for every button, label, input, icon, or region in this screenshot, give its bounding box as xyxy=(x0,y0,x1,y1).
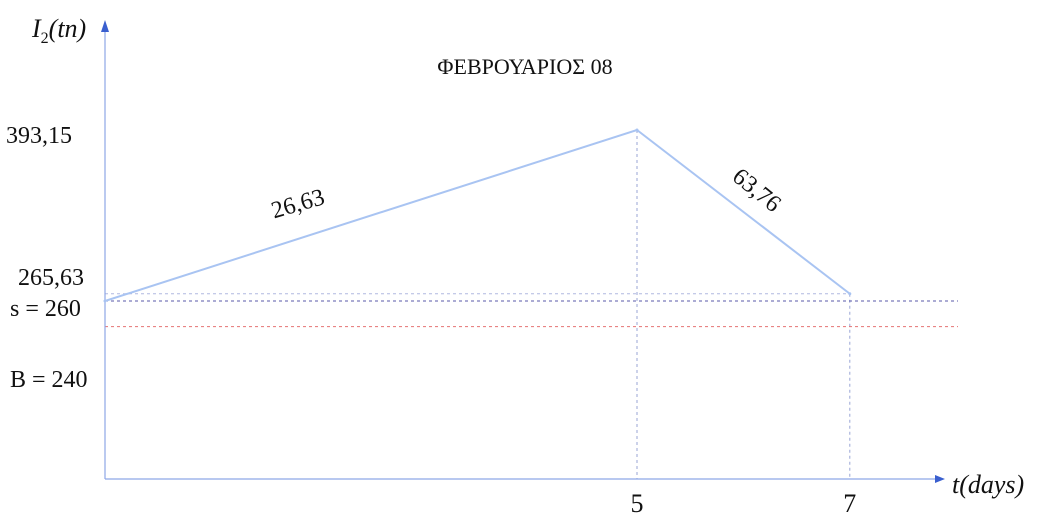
reference-label-s: s = 260 xyxy=(10,296,81,322)
reference-label-b: B = 240 xyxy=(10,367,88,393)
guide-lines xyxy=(105,130,851,479)
x-tick-label-7: 7 xyxy=(843,489,856,518)
data-point-1 xyxy=(103,299,107,303)
series-segment-2 xyxy=(636,129,851,295)
x-tick-label-5: 5 xyxy=(631,489,644,518)
y-tick-label-393: 393,15 xyxy=(6,123,72,149)
chart-title: ΦΕΒΡΟΥΑΡΙΟΣ 08 xyxy=(437,54,612,79)
labels-layer: ΦΕΒΡΟΥΑΡΙΟΣ 08 I2(tn) t(days) 5 7 393,15 265,6… xyxy=(6,14,1024,518)
data-point-2 xyxy=(635,128,639,132)
data-point-3 xyxy=(848,292,852,296)
segment-label-2: 63,76 xyxy=(727,163,785,217)
x-axis-label: t(days) xyxy=(952,470,1024,499)
axes xyxy=(101,20,945,483)
reference-lines xyxy=(105,300,958,328)
x-axis-arrow xyxy=(935,475,945,483)
series-layer xyxy=(103,128,852,303)
segment-label-1: 26,63 xyxy=(269,184,328,224)
y-axis-arrow xyxy=(101,20,109,32)
series-segment-1 xyxy=(104,129,638,302)
y-axis-label: I2(tn) xyxy=(31,14,86,47)
y-tick-label-265: 265,63 xyxy=(18,265,84,291)
